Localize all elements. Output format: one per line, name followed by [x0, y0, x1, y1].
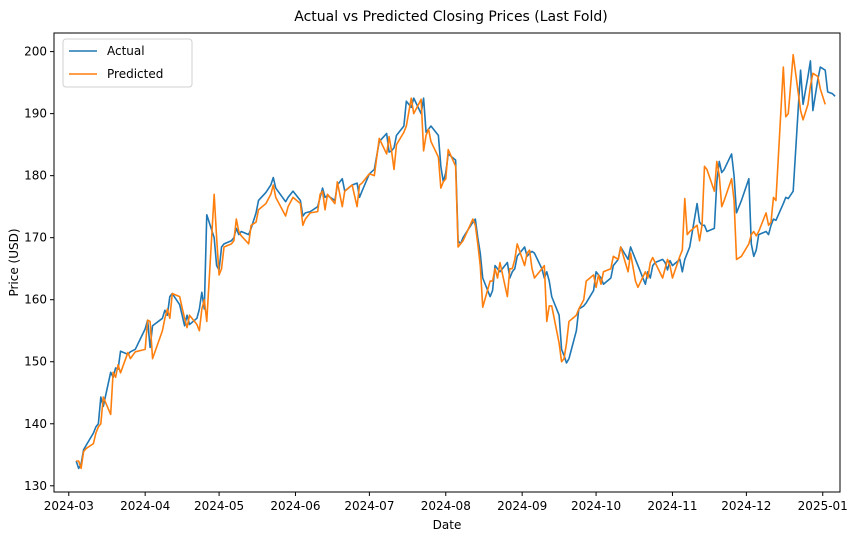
x-tick-label: 2025-01	[798, 499, 848, 513]
y-axis: 130 140 150 160 170 180 190 200	[24, 45, 54, 493]
legend-label-predicted: Predicted	[107, 67, 163, 81]
x-tick-label: 2024-12	[721, 499, 771, 513]
x-tick-label: 2024-08	[421, 499, 471, 513]
chart-title: Actual vs Predicted Closing Prices (Last…	[294, 9, 607, 25]
plot-frame	[53, 32, 841, 493]
plot-area	[75, 53, 836, 470]
y-tick-label: 180	[24, 169, 47, 183]
x-tick-label: 2024-11	[647, 499, 697, 513]
y-tick-label: 160	[24, 293, 47, 307]
y-tick-label: 140	[24, 417, 47, 431]
y-tick-label: 150	[24, 355, 47, 369]
x-axis-label: Date	[433, 518, 462, 532]
y-tick-label: 170	[24, 231, 47, 245]
series-line-actual	[75, 60, 836, 470]
y-tick-label: 190	[24, 107, 47, 121]
x-tick-label: 2024-05	[194, 499, 244, 513]
legend: Actual Predicted	[62, 38, 193, 88]
x-tick-label: 2024-09	[497, 499, 547, 513]
x-axis: 2024-03 2024-04 2024-05 2024-06 2024-07 2024-…	[44, 492, 848, 513]
x-tick-label: 2024-04	[120, 499, 170, 513]
x-tick-label: 2024-07	[344, 499, 394, 513]
y-tick-label: 200	[24, 45, 47, 59]
y-tick-label: 130	[24, 479, 47, 493]
y-axis-label: Price (USD)	[7, 228, 21, 296]
series-line-predicted	[76, 53, 826, 470]
legend-label-actual: Actual	[107, 44, 145, 58]
x-tick-label: 2024-06	[270, 499, 320, 513]
x-tick-label: 2024-10	[571, 499, 621, 513]
x-tick-label: 2024-03	[44, 499, 94, 513]
